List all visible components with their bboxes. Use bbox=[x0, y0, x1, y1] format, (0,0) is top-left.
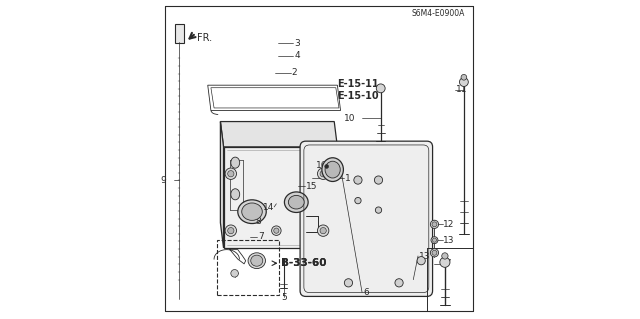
Ellipse shape bbox=[325, 161, 340, 178]
Circle shape bbox=[430, 220, 438, 228]
Text: 5: 5 bbox=[282, 293, 287, 302]
Circle shape bbox=[228, 171, 234, 177]
Circle shape bbox=[417, 256, 426, 265]
Text: 13: 13 bbox=[444, 236, 455, 245]
Circle shape bbox=[432, 222, 437, 227]
Circle shape bbox=[374, 176, 383, 184]
Text: 16: 16 bbox=[316, 161, 327, 170]
Ellipse shape bbox=[231, 189, 239, 200]
Circle shape bbox=[320, 227, 326, 234]
Circle shape bbox=[375, 207, 381, 213]
Ellipse shape bbox=[284, 192, 308, 212]
Text: FR.: FR. bbox=[196, 33, 212, 43]
Circle shape bbox=[376, 84, 385, 93]
Polygon shape bbox=[223, 147, 337, 248]
Ellipse shape bbox=[322, 158, 344, 182]
Text: 17: 17 bbox=[441, 259, 452, 268]
Circle shape bbox=[440, 257, 450, 267]
Text: B-33-60: B-33-60 bbox=[282, 258, 327, 268]
Text: B-33-60: B-33-60 bbox=[282, 258, 327, 268]
Circle shape bbox=[430, 249, 438, 257]
Circle shape bbox=[431, 237, 438, 244]
Circle shape bbox=[354, 176, 362, 184]
Circle shape bbox=[433, 238, 436, 242]
Text: 6: 6 bbox=[363, 288, 369, 297]
Circle shape bbox=[274, 228, 279, 233]
Circle shape bbox=[231, 270, 239, 277]
Text: 7: 7 bbox=[258, 233, 264, 241]
Circle shape bbox=[442, 253, 448, 259]
Text: E-15-10: E-15-10 bbox=[337, 91, 379, 101]
Circle shape bbox=[225, 168, 237, 179]
Circle shape bbox=[460, 78, 468, 86]
Circle shape bbox=[225, 225, 237, 236]
Ellipse shape bbox=[251, 255, 263, 266]
Text: 13: 13 bbox=[419, 252, 430, 261]
Circle shape bbox=[320, 171, 326, 177]
Ellipse shape bbox=[289, 196, 304, 209]
Polygon shape bbox=[220, 122, 337, 147]
Circle shape bbox=[271, 226, 281, 235]
Ellipse shape bbox=[238, 200, 266, 224]
Text: S6M4-E0900A: S6M4-E0900A bbox=[411, 9, 465, 18]
Text: 1: 1 bbox=[345, 174, 351, 183]
Text: 11: 11 bbox=[456, 85, 467, 94]
Circle shape bbox=[461, 74, 467, 80]
Circle shape bbox=[344, 279, 353, 287]
Ellipse shape bbox=[231, 157, 239, 168]
FancyBboxPatch shape bbox=[175, 25, 184, 43]
Circle shape bbox=[317, 225, 329, 236]
Circle shape bbox=[432, 250, 437, 255]
Text: 4: 4 bbox=[294, 51, 300, 60]
Text: 9: 9 bbox=[160, 175, 166, 185]
Text: 8: 8 bbox=[255, 217, 261, 226]
Text: 3: 3 bbox=[294, 39, 300, 48]
Text: 15: 15 bbox=[306, 182, 317, 191]
Text: E-15-11: E-15-11 bbox=[337, 79, 379, 89]
Text: 14: 14 bbox=[263, 203, 274, 212]
Polygon shape bbox=[220, 122, 223, 248]
Circle shape bbox=[324, 165, 328, 168]
Text: 10: 10 bbox=[344, 114, 355, 123]
FancyBboxPatch shape bbox=[300, 141, 433, 296]
Circle shape bbox=[228, 227, 234, 234]
Text: 2: 2 bbox=[292, 68, 297, 77]
Circle shape bbox=[317, 168, 329, 179]
Ellipse shape bbox=[242, 203, 262, 220]
Circle shape bbox=[395, 279, 403, 287]
Ellipse shape bbox=[248, 253, 266, 269]
Circle shape bbox=[355, 197, 361, 204]
Text: 12: 12 bbox=[444, 220, 454, 229]
